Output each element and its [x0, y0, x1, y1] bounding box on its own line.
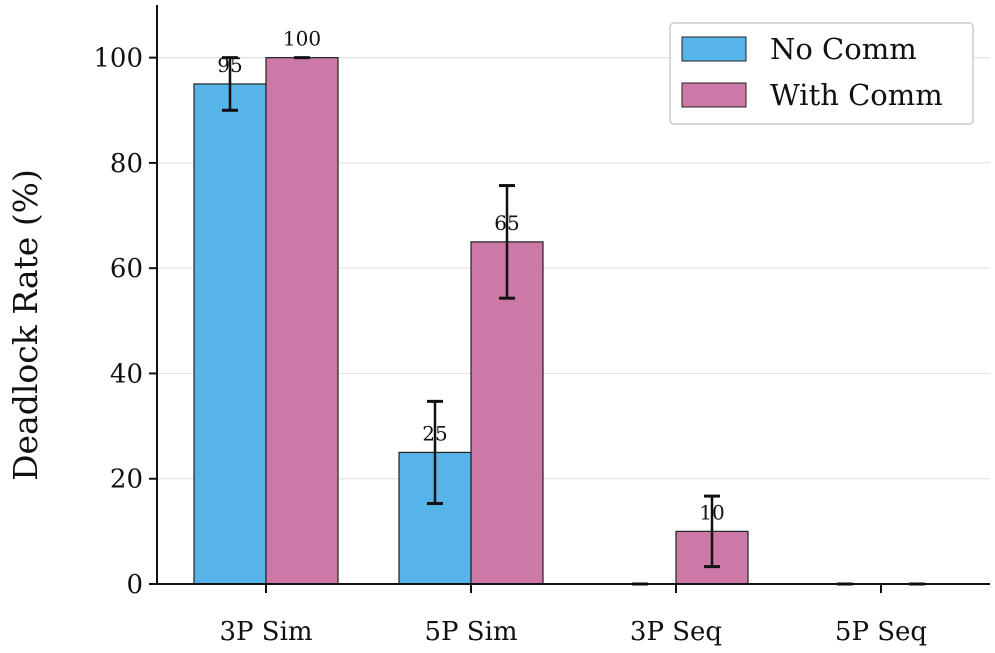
data-label: 65 — [494, 211, 519, 235]
data-labels: 95 100 25 65 10 — [217, 27, 724, 525]
legend-swatch-with-comm — [681, 82, 747, 108]
legend-swatch-no-comm — [681, 36, 747, 62]
x-ticks: 3P Sim 5P Sim 3P Seq 5P Seq — [219, 584, 927, 647]
y-tick-label: 0 — [126, 570, 143, 600]
x-tick-label: 5P Seq — [835, 617, 927, 647]
axes — [156, 5, 990, 585]
legend: No Comm With Comm — [669, 22, 974, 125]
data-label: 95 — [217, 53, 242, 77]
legend-label-with-comm: With Comm — [770, 78, 943, 112]
y-tick-label: 40 — [110, 359, 143, 389]
x-tick-label: 3P Sim — [219, 617, 312, 647]
y-tick-label: 80 — [110, 149, 143, 179]
y-axis-title: Deadlock Rate (%) — [6, 169, 45, 481]
legend-label-no-comm: No Comm — [770, 32, 917, 66]
bar-no-comm-3p-sim — [193, 83, 267, 585]
y-tick-label: 100 — [93, 44, 143, 74]
y-ticks: 0 20 40 60 80 100 — [93, 44, 157, 600]
data-label: 100 — [283, 27, 321, 51]
data-label: 10 — [699, 500, 724, 524]
x-tick-label: 3P Seq — [630, 617, 722, 647]
x-tick-label: 5P Sim — [424, 617, 517, 647]
y-tick-label: 20 — [110, 465, 143, 495]
y-tick-label: 60 — [110, 254, 143, 284]
data-label: 25 — [422, 421, 447, 445]
bar-with-comm-3p-sim — [265, 57, 339, 585]
bars — [193, 57, 749, 585]
